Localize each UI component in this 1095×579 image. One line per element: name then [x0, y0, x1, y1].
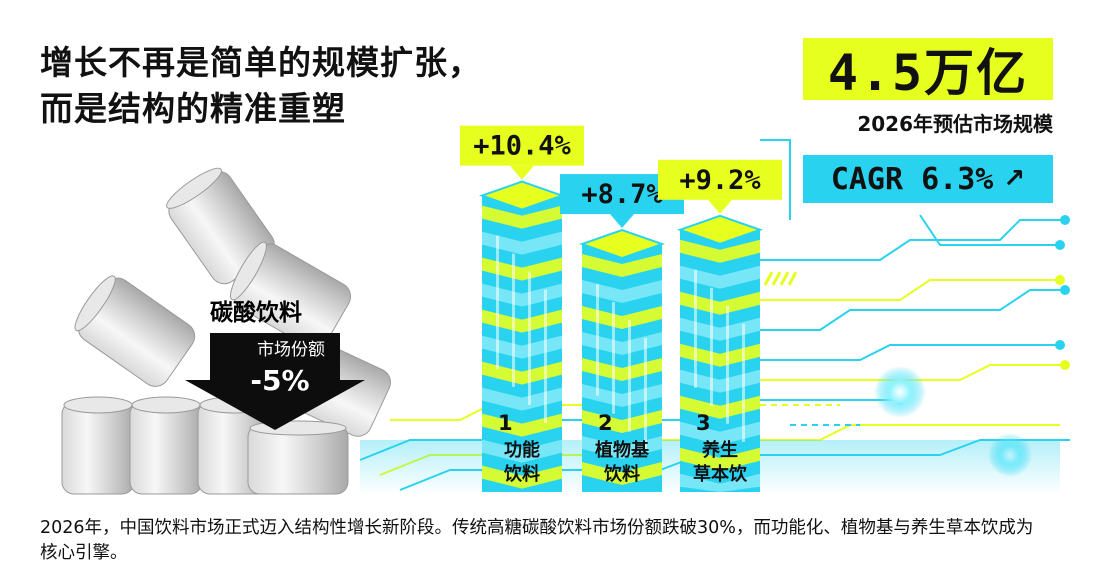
bar-rank-3: 3	[696, 411, 711, 435]
headline: 增长不再是简单的规模扩张， 而是结构的精准重塑	[40, 40, 600, 132]
headline-line-1: 增长不再是简单的规模扩张，	[40, 43, 482, 82]
bar-rank-2: 2	[598, 411, 613, 435]
growth-value-2: +8.7%	[581, 179, 663, 210]
bar-name-3-line-2: 草本饮	[693, 463, 748, 485]
market-size-value: 4.5万亿	[803, 38, 1053, 102]
soda-metric: 市场份额	[257, 340, 325, 360]
soda-change: -5%	[250, 364, 309, 397]
bar-name-2-line-2: 饮料	[603, 463, 640, 485]
bar-name-1-line-2: 饮料	[503, 463, 540, 485]
cagr-badge: CAGR 6.3% ↗	[803, 155, 1053, 203]
soda-label: 碳酸饮料	[210, 299, 302, 326]
bar-rank-1: 1	[498, 411, 513, 435]
bar-3	[676, 214, 764, 493]
bar-2	[578, 228, 666, 492]
growth-value-3: +9.2%	[679, 165, 761, 196]
soda-cans	[61, 167, 391, 495]
soda-share-callout: 碳酸饮料 市场份额 -5%	[185, 299, 365, 430]
bar-name-1-line-1: 功能	[504, 439, 540, 461]
market-size-caption: 2026年预估市场规模	[857, 112, 1053, 136]
down-arrow-icon	[185, 333, 365, 430]
growth-label-3: +9.2%	[658, 159, 782, 214]
bar-name-3-line-1: 养生	[701, 439, 738, 461]
growth-label-2: +8.7%	[560, 174, 684, 229]
cagr-text: CAGR 6.3%	[830, 161, 994, 197]
footer-description: 2026年，中国饮料市场正式迈入结构性增长新阶段。传统高糖碳酸饮料市场份额跌破3…	[40, 518, 1034, 563]
bar-1	[478, 180, 566, 492]
bar-name-2-line-1: 植物基	[595, 439, 650, 461]
growth-label-1: +10.4%	[460, 125, 584, 180]
headline-line-2: 而是结构的精准重塑	[40, 89, 346, 128]
arrow-up-right-icon: ↗	[1003, 164, 1026, 194]
growth-value-1: +10.4%	[473, 131, 571, 162]
circuit-hatch	[763, 271, 798, 286]
